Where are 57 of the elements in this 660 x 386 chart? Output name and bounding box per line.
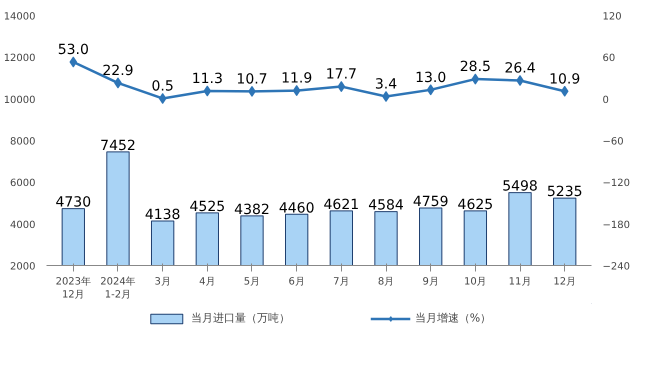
data-label: 4382 [234,202,270,218]
y-tick-label: 12000 [4,53,36,64]
data-label: 28.5 [460,59,491,76]
data-label: 4625 [458,196,494,213]
data-label: 4584 [368,198,404,214]
x-tick-label: 2024年 1-2月 [100,276,136,301]
y-tick-label: 14000 [4,12,36,22]
legend-label: 当月增速（%） [414,310,492,326]
data-label: 53.0 [58,42,89,58]
data-label: 4525 [190,198,226,215]
x-tick-label: 4月 [199,276,216,288]
data-label: 13.0 [415,70,446,86]
x-tick-label: 8月 [378,276,394,288]
y2-tick-label: −240 [602,262,630,272]
x-tick-label: 11月 [508,276,532,288]
data-label: 3.4 [374,76,398,92]
data-label: 11.9 [281,70,312,87]
data-label: 11.3 [192,70,223,87]
y-tick-label: 2000 [10,262,36,272]
legend-label: 当月进口量（万吨） [190,310,290,326]
point [426,84,435,96]
y2-tick-label: −60 [602,136,624,148]
data-label: 4138 [144,206,180,223]
data-label: 4759 [412,194,449,210]
x-tick-label: 5月 [244,276,260,288]
y-tick-label: 4000 [10,220,36,231]
y-tick-label: 10000 [4,94,36,106]
x-tick-label: 12月 [553,276,576,288]
data-label: 4460 [278,200,314,216]
y-tick-label: 8000 [10,136,36,148]
point [516,75,524,86]
data-label: 5235 [546,184,583,200]
x-tick-label: 7月 [333,276,350,288]
x-tick-label: 3月 [154,276,171,288]
point [69,56,78,68]
data-label: 26.4 [504,60,536,76]
x-tick-label: 2023年 12月 [56,276,92,301]
data-label: 22.9 [102,62,134,79]
point [560,86,569,97]
x-tick-label: 10月 [464,276,487,288]
y2-tick-label: −180 [602,220,630,231]
data-label: 17.7 [326,66,357,83]
y2-tick-label: 60 [602,53,616,64]
x-tick-label: 6月 [288,276,305,288]
data-label: 0.5 [152,78,174,94]
data-label: 7452 [100,138,136,154]
y2-tick-label: 0 [602,94,609,106]
y2-tick-label: 120 [602,12,622,22]
data-label: 4730 [55,194,92,211]
y2-tick-label: −120 [602,178,630,190]
x-tick-label: 9月 [422,276,439,288]
y-tick-label: 6000 [10,178,36,190]
data-label: 5498 [502,178,538,195]
data-label: 10.9 [549,71,580,88]
data-label: 4621 [324,196,360,213]
point [203,85,212,96]
data-label: 10.7 [236,71,268,88]
